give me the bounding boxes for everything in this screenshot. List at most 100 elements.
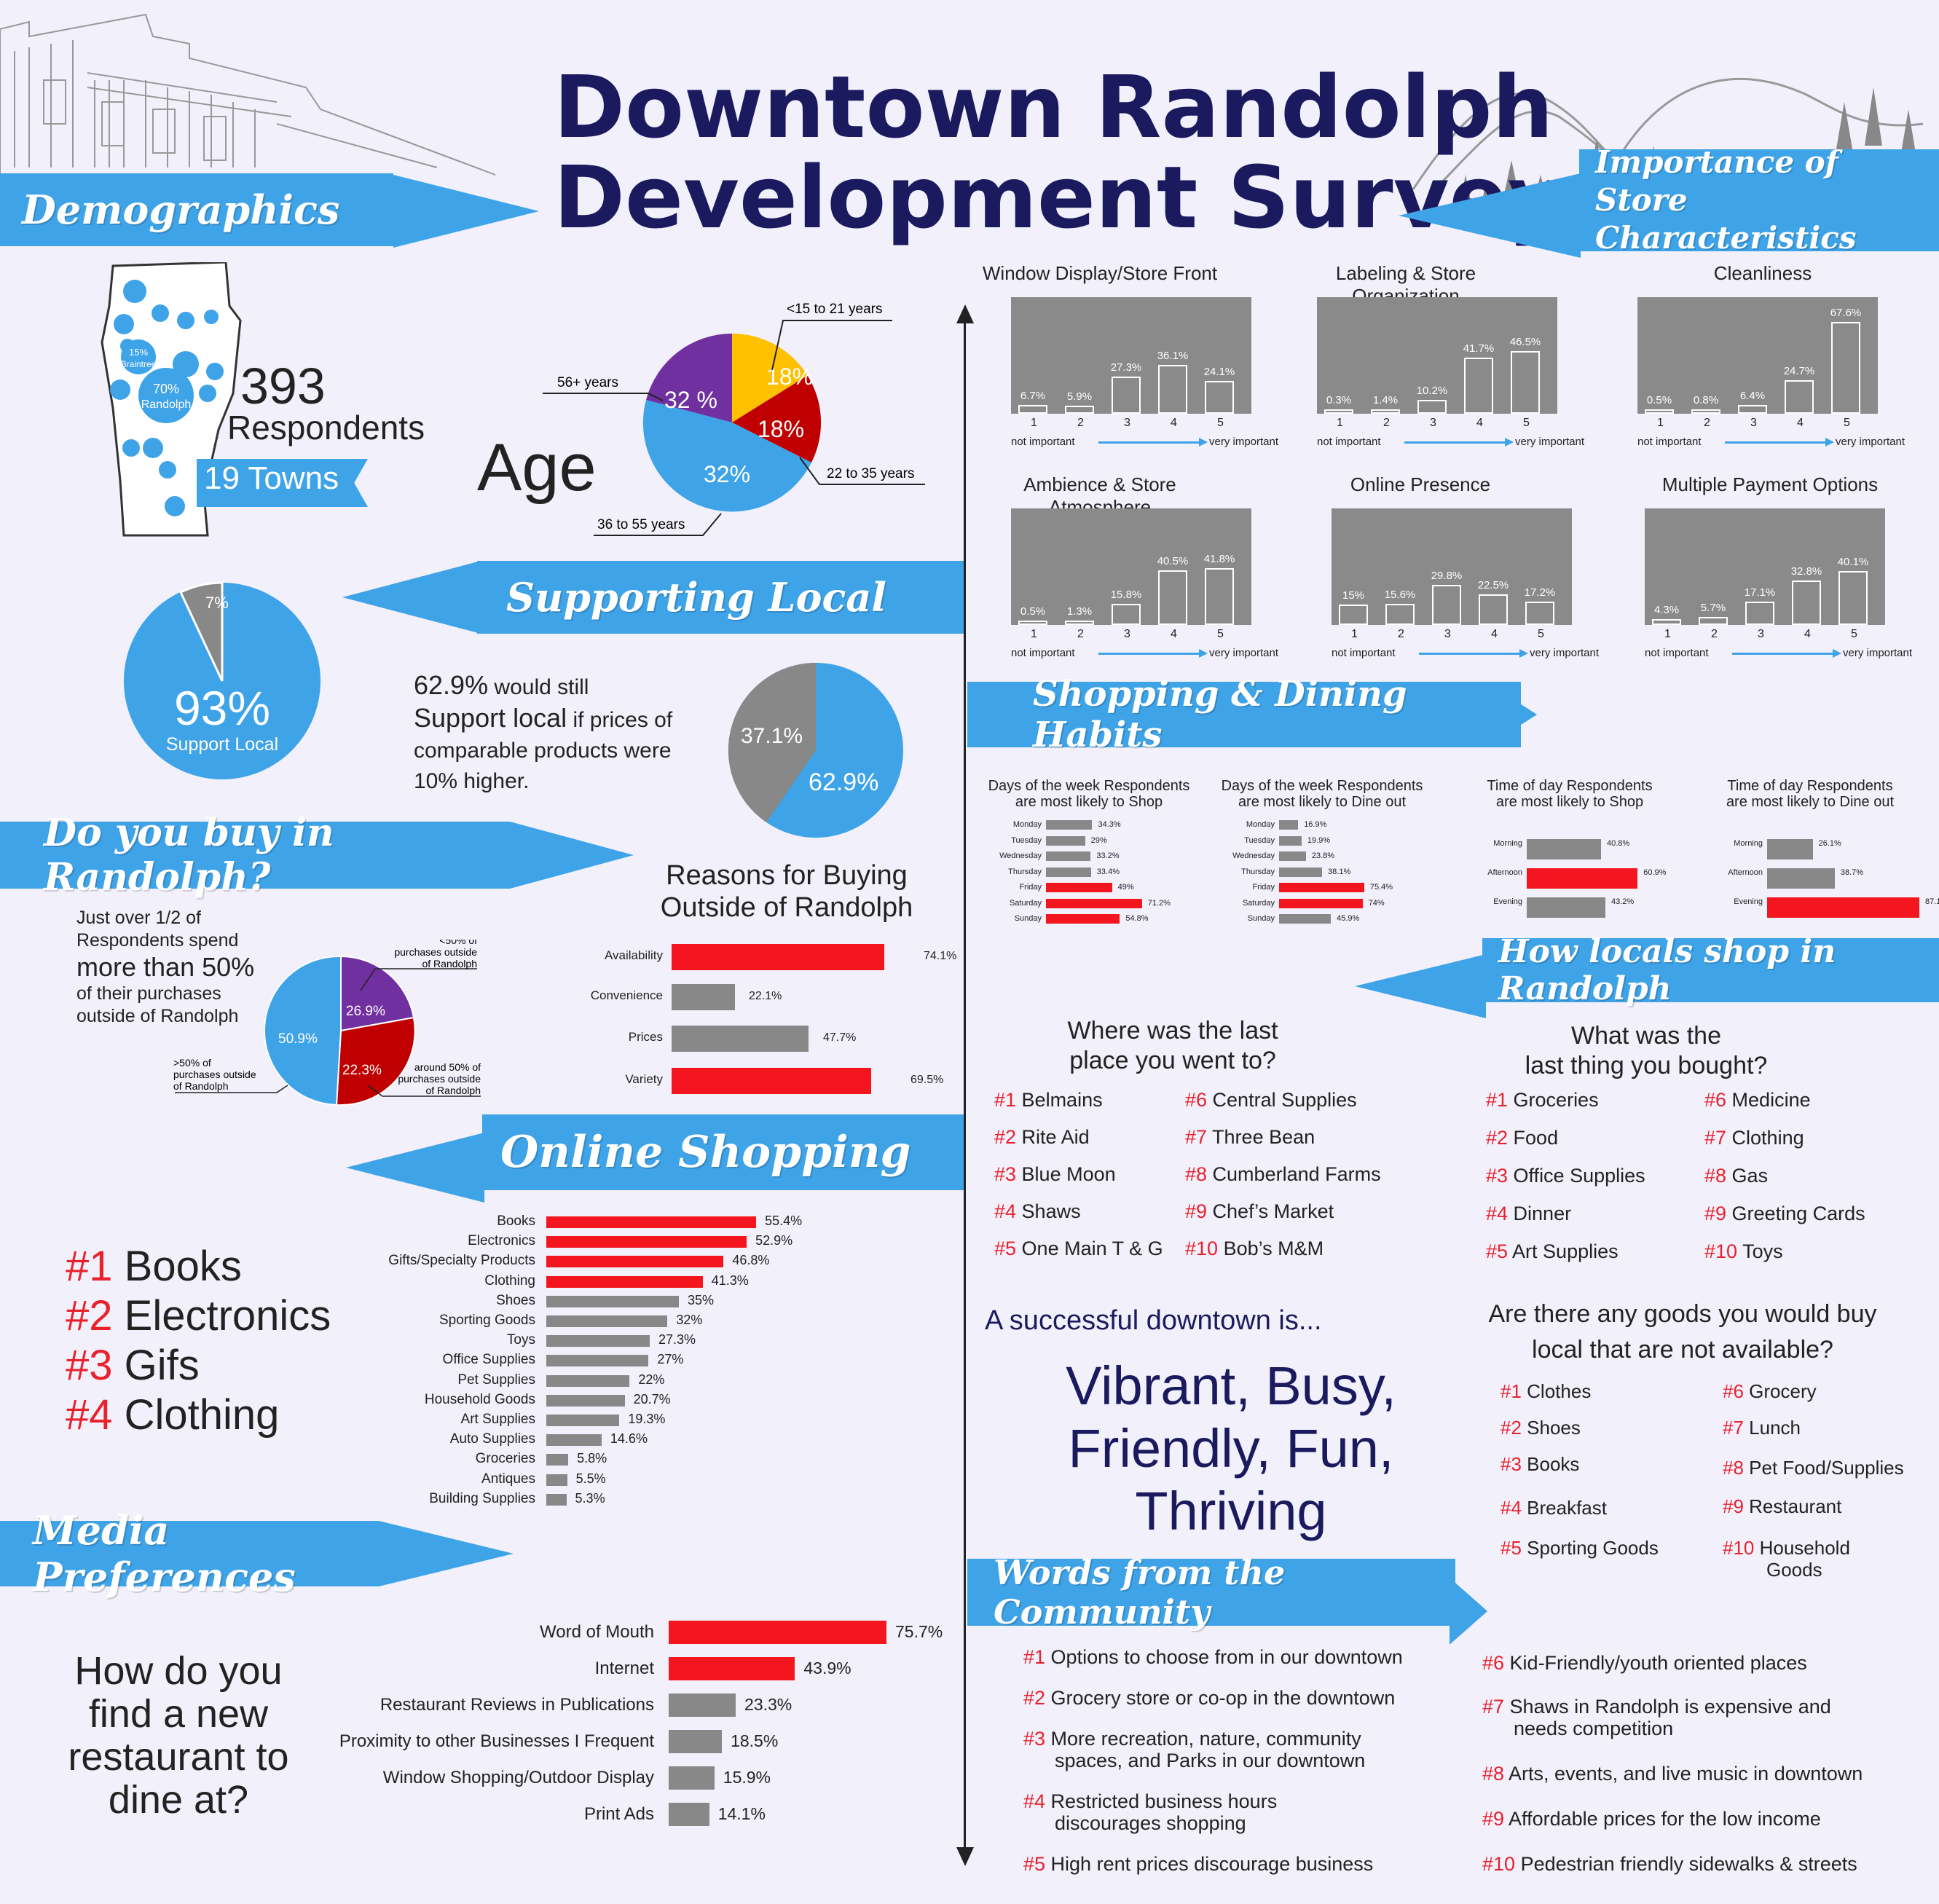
goods-item-8: #9 Restaurant <box>1723 1495 1841 1518</box>
habits-dine-days-label-4: Friday <box>1252 883 1275 892</box>
store-tick-0-4: 5 <box>1217 417 1224 429</box>
bought-text-1: Food <box>1513 1127 1559 1149</box>
reason-value-3: 69.5% <box>910 1074 944 1086</box>
bought-rank-2: #3 <box>1486 1165 1514 1187</box>
goods-text-4: Sporting Goods <box>1527 1537 1659 1559</box>
word-text-8-0: Affordable prices for the low income <box>1509 1808 1821 1830</box>
goods-text-7: Pet Food/Supplies <box>1749 1457 1904 1479</box>
store-val-2-4: 67.6% <box>1830 307 1862 320</box>
store-not-0: not important <box>1011 436 1075 448</box>
store-tick-4-2: 3 <box>1444 628 1451 640</box>
title-line2: Development Survey <box>554 147 1564 248</box>
locals-q2b: last thing you bought? <box>1525 1052 1768 1079</box>
goods-item-7: #8 Pet Food/Supplies <box>1723 1457 1904 1479</box>
store-tick-3-1: 2 <box>1077 628 1084 640</box>
store-chart-title-5: Multiple Payment Options <box>1661 473 1879 495</box>
habits-dine-days-bar-1 <box>1279 835 1302 846</box>
place-rank-6: #7 <box>1185 1126 1213 1148</box>
hbar-bar-0 <box>669 1621 886 1644</box>
age-slice-56 <box>646 334 732 422</box>
word-item-4: #5 High rent prices discourage business <box>1023 1853 1373 1875</box>
word-rank-8: #9 <box>1482 1808 1509 1830</box>
support-text-c: if prices of <box>567 708 673 732</box>
media-q1: How do you <box>74 1649 283 1693</box>
habits-shop-days-bar-1 <box>1046 835 1085 846</box>
habits-dine-days-label-1: Tuesday <box>1244 835 1275 845</box>
store-bar-4-4 <box>1525 602 1554 625</box>
store-very-4: very important <box>1530 647 1600 659</box>
word-rank-4: #5 <box>1023 1853 1051 1875</box>
locals-q3: Are there any goods you would buy local … <box>1464 1297 1901 1368</box>
hbar-bar-0 <box>546 1216 757 1228</box>
goods-item-4: #5 Sporting Goods <box>1501 1537 1659 1559</box>
age-val-18a: 18% <box>766 363 813 390</box>
store-tick-3-4: 5 <box>1217 628 1224 640</box>
habits-dine-days-val-6: 45.9% <box>1337 914 1360 923</box>
place-rank-5: #6 <box>1185 1089 1213 1111</box>
hbar-bar-7 <box>546 1355 649 1367</box>
hbar-value-9: 20.7% <box>633 1391 671 1407</box>
buy-label-2c: of Randolph <box>173 1080 229 1092</box>
place-rank-1: #2 <box>994 1126 1022 1148</box>
hbar-bar-4 <box>669 1766 715 1790</box>
word-rank-3: #4 <box>1023 1790 1051 1812</box>
store-val-5-4: 40.1% <box>1837 555 1869 568</box>
store-val-1-4: 46.5% <box>1509 335 1541 348</box>
goods-rank-1: #2 <box>1501 1417 1527 1439</box>
habits-dine-days-title1: Days of the week Respondents <box>1221 778 1423 794</box>
support-text-b: Support local <box>414 703 567 733</box>
bought-text-3: Dinner <box>1513 1203 1572 1224</box>
banner-locals-arrow <box>1355 954 1486 1018</box>
hbar-bar-2 <box>546 1256 724 1268</box>
store-very-2: very important <box>1836 436 1905 448</box>
word-text-3-1: discourages shopping <box>1055 1812 1246 1834</box>
buy-text-5: outside of Randolph <box>76 1006 239 1026</box>
habits-dine-days-bar-2 <box>1279 851 1306 861</box>
store-bar-4-0 <box>1339 605 1368 625</box>
store-chart-box-5: 4.3% 5.7% 17.1% 32.8% 40.1% <box>1645 508 1885 625</box>
buy-label-1a: <50% of <box>439 940 477 946</box>
store-bar-1-2 <box>1417 400 1447 414</box>
word-text-2-1: spaces, and Parks in our downtown <box>1055 1750 1366 1771</box>
habits-shop-times-val-1: 60.9% <box>1643 868 1667 877</box>
store-val-1-2: 10.2% <box>1416 385 1448 398</box>
store-bar-5-3 <box>1792 581 1821 625</box>
store-arrow-icon-5 <box>1732 653 1834 655</box>
store-val-3-0: 0.5% <box>1020 605 1046 618</box>
store-chart-box-4: 15% 15.6% 29.8% 22.5% 17.2% <box>1332 508 1572 625</box>
buy-text-4: of their purchases <box>76 983 221 1004</box>
store-val-1-3: 41.7% <box>1463 342 1495 355</box>
hbar-value-3: 41.3% <box>711 1272 749 1288</box>
hbar-bar-5 <box>669 1803 709 1826</box>
buy-text-3: more than 50% <box>76 952 255 982</box>
support-pie-small: 7% <box>205 594 229 612</box>
place-text-6: Three Bean <box>1212 1126 1315 1148</box>
buy-label-3a: around 50% of <box>414 1061 481 1073</box>
locals-q2a: What was the <box>1571 1022 1721 1050</box>
locals-q1: Where was the last place you went to? <box>1020 1016 1326 1076</box>
goods-list: #1 Clothes #2 Shoes #3 Books #4 Breakfast #5… <box>1501 1380 1938 1592</box>
banner-buy-label: Do you buy in Randolph? <box>44 811 334 900</box>
store-charts: Window Display/Store Front 6.7% 5.9% 27.3% 3… <box>976 255 1939 677</box>
hbar-label-0: Books <box>497 1213 535 1229</box>
place-item-4: #5 One Main T & G <box>994 1238 1163 1260</box>
media-q3: restaurant to <box>68 1735 289 1779</box>
hbar-bar-10 <box>546 1415 620 1426</box>
goods-item-2: #3 Books <box>1501 1453 1579 1476</box>
store-chart-0: Window Display/Store Front 6.7% 5.9% 27.3% 3… <box>976 255 1282 459</box>
store-bar-4-2 <box>1432 584 1461 625</box>
buy-pie-chart: 50.9% 26.9% 22.3% <50% of purchases outs… <box>173 940 481 1106</box>
store-val-5-2: 17.1% <box>1744 586 1776 599</box>
store-tick-1-1: 2 <box>1383 417 1390 429</box>
habits-dine-times: Time of day Respondents are most likely t… <box>1697 772 1939 932</box>
goods-text-10: Goods <box>1766 1559 1822 1581</box>
place-item-2: #3 Blue Moon <box>994 1163 1116 1186</box>
store-bar-2-3 <box>1785 380 1814 414</box>
buy-pie-p2: 26.9% <box>346 1004 385 1019</box>
bought-item-4: #5 Art Supplies <box>1486 1240 1619 1263</box>
goods-text-6: Lunch <box>1749 1417 1801 1439</box>
bought-text-7: Gas <box>1731 1165 1769 1187</box>
reason-value-1: 22.1% <box>749 990 782 1002</box>
store-tick-5-0: 1 <box>1664 628 1671 640</box>
word-item-0: #1 Options to choose from in our downtow… <box>1023 1646 1403 1668</box>
